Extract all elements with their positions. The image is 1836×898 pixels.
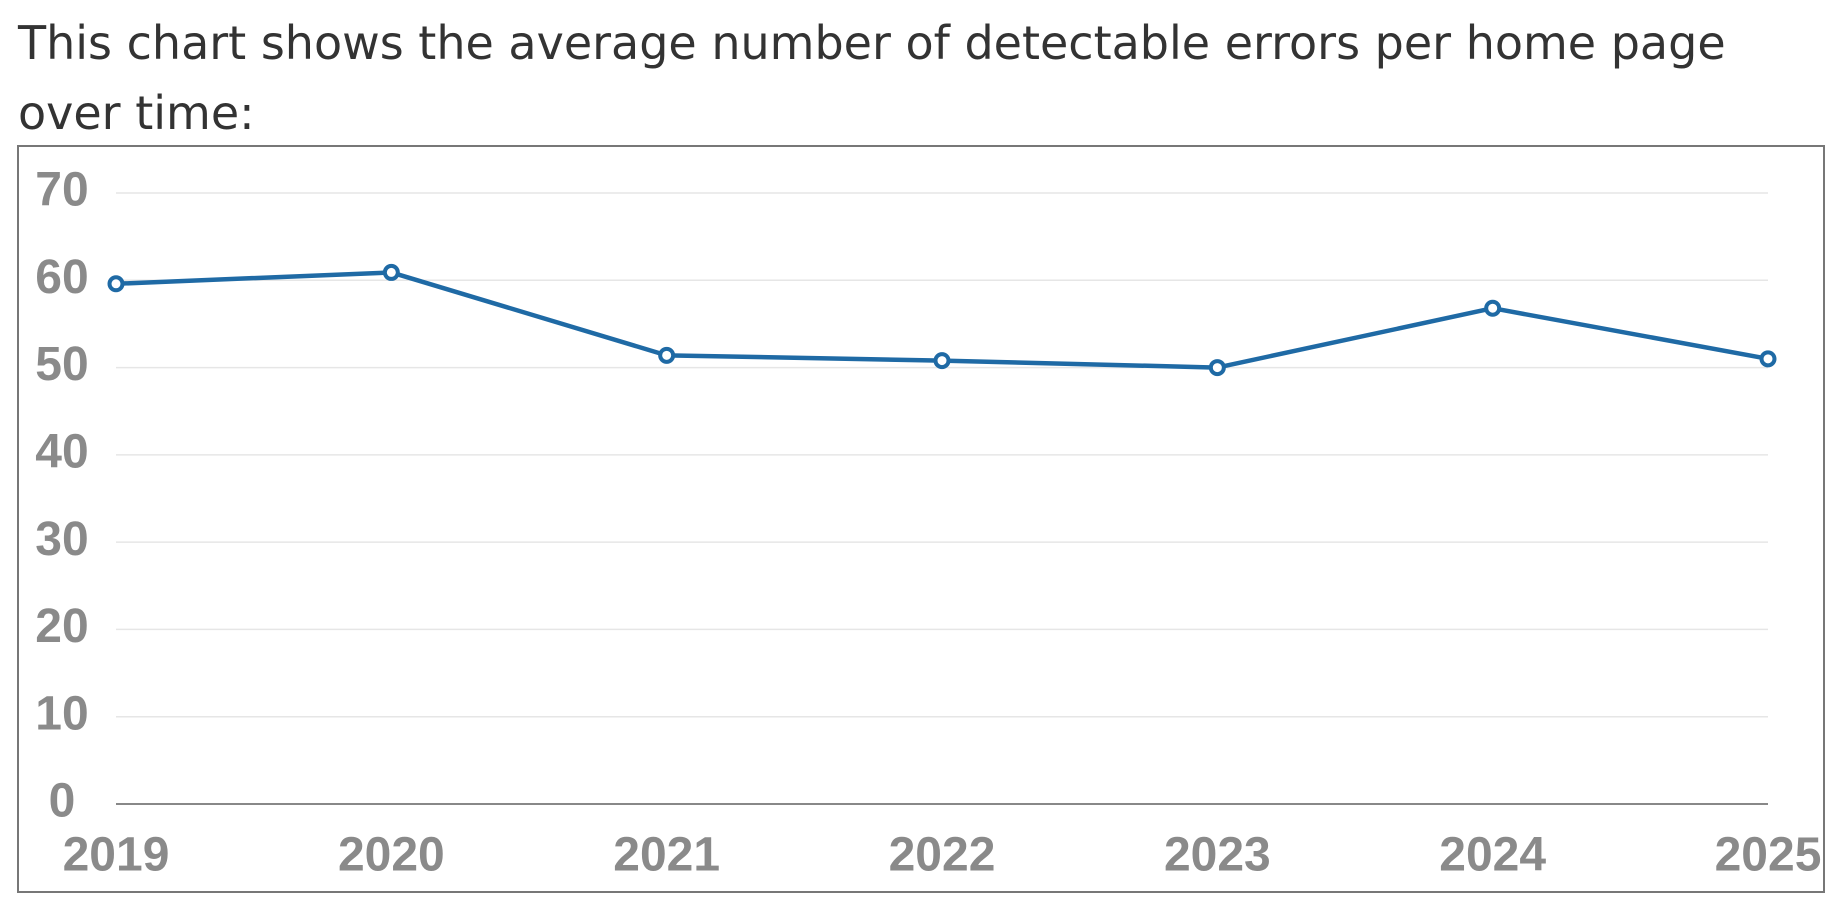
x-tick-label: 2022 [889,829,996,882]
x-tick-label: 2019 [63,829,170,882]
y-tick-label: 60 [35,251,88,304]
marker [658,346,676,364]
marker [107,275,125,293]
y-tick-label: 30 [35,513,88,566]
y-tick-label: 70 [35,164,88,217]
y-tick-label: 40 [35,426,88,479]
y-tick-label: 20 [35,600,88,653]
marker [1208,359,1226,377]
x-tick-label: 2021 [613,829,720,882]
marker [1759,350,1777,368]
chart-frame [17,145,1825,893]
marker [382,263,400,281]
intro-text: This chart shows the average number of d… [18,16,1726,140]
marker [933,352,951,370]
y-tick-label: 0 [49,775,76,828]
y-tick-label: 10 [35,687,88,740]
x-tick-label: 2025 [1715,829,1822,882]
x-tick-label: 2024 [1439,829,1546,882]
x-tick-label: 2020 [338,829,445,882]
marker [1484,299,1502,317]
x-tick-label: 2023 [1164,829,1271,882]
y-tick-label: 50 [35,338,88,391]
